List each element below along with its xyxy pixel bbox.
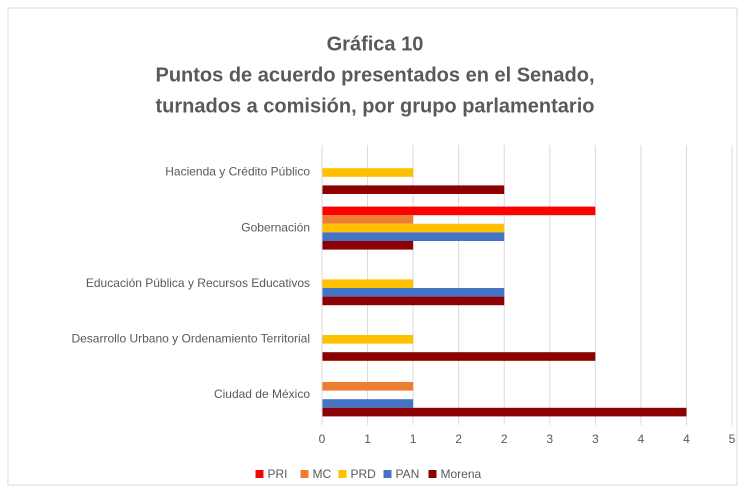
bar <box>322 296 505 306</box>
bar <box>322 223 505 233</box>
bar <box>322 206 596 216</box>
bar <box>322 335 414 344</box>
x-tick-label: 1 <box>410 432 417 446</box>
bar <box>322 185 505 194</box>
legend-label: PRD <box>351 467 377 481</box>
legend-swatch <box>338 470 347 478</box>
bar <box>322 407 687 417</box>
x-tick-label: 2 <box>501 432 508 446</box>
legend-label: MC <box>313 467 332 481</box>
y-tick-label: Hacienda y Crédito Público <box>165 165 310 179</box>
legend-label: Morena <box>441 467 482 481</box>
y-tick-label: Ciudad de México <box>214 387 310 401</box>
bar <box>322 215 414 224</box>
legend-label: PRI <box>268 467 288 481</box>
x-tick-label: 0 <box>319 432 326 446</box>
y-tick-label: Gobernación <box>241 220 310 234</box>
legend-swatch <box>300 470 309 478</box>
y-tick-label: Educación Pública y Recursos Educativos <box>86 276 310 290</box>
bar <box>322 279 414 288</box>
y-tick-label: Desarrollo Urbano y Ordenamiento Territo… <box>71 331 310 345</box>
x-tick-label: 3 <box>592 432 599 446</box>
bar <box>322 399 414 408</box>
chart-subtitle: turnados a comisión, por grupo parlament… <box>156 95 595 117</box>
legend-swatch <box>255 470 264 478</box>
bar <box>322 232 505 241</box>
x-tick-label: 2 <box>455 432 462 446</box>
x-tick-label: 4 <box>638 432 645 446</box>
bar <box>322 168 414 177</box>
legend-swatch <box>383 470 392 478</box>
legend-label: PAN <box>396 467 420 481</box>
chart-title: Gráfica 10 <box>327 33 424 55</box>
x-tick-label: 3 <box>546 432 553 446</box>
bar <box>322 288 505 297</box>
chart-subtitle: Puntos de acuerdo presentados en el Sena… <box>156 64 595 86</box>
x-tick-label: 4 <box>683 432 690 446</box>
x-tick-label: 1 <box>364 432 371 446</box>
bar <box>322 382 414 391</box>
bar <box>322 241 414 250</box>
x-tick-label: 5 <box>729 432 736 446</box>
legend-swatch <box>428 470 437 478</box>
bar <box>322 352 596 361</box>
